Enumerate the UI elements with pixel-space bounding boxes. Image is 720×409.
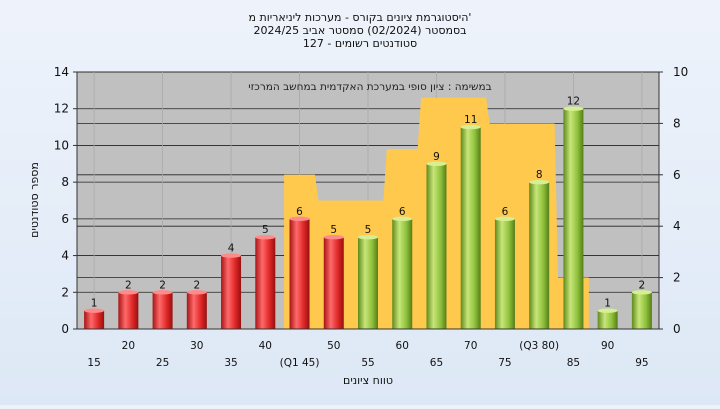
bar-value-label-9: 6 <box>399 206 406 218</box>
x-tick-label-9: 60 <box>396 340 409 352</box>
bar-9 <box>392 218 413 329</box>
x-tick-label-2: 25 <box>156 357 169 369</box>
bar-13 <box>529 182 550 329</box>
bar-value-label-1: 2 <box>125 279 132 291</box>
bar-11 <box>460 127 481 329</box>
bar-value-label-11: 11 <box>464 114 477 126</box>
bar-14 <box>563 108 584 329</box>
bar-value-label-5: 5 <box>262 224 269 236</box>
bar-7 <box>323 237 344 329</box>
bar-value-label-4: 4 <box>228 243 235 255</box>
right-y-tick-labels: 0 2 4 6 8 10 <box>659 65 688 336</box>
x-tick-label-1: 20 <box>122 340 135 352</box>
bar-top-9 <box>392 216 413 222</box>
right-tick-label-3: 6 <box>673 168 681 182</box>
x-tick-label-5: 40 <box>259 340 272 352</box>
y-axis-label: מספר סטודנטים <box>28 162 41 238</box>
x-tick-label-8: 55 <box>361 357 374 369</box>
bar-0 <box>84 310 105 329</box>
x-tick-label-12: 75 <box>498 357 511 369</box>
bar-top-7 <box>323 235 344 240</box>
bar-12 <box>494 218 515 329</box>
left-tick-label-0: 0 <box>61 322 69 336</box>
bar-15 <box>597 310 618 329</box>
bar-value-label-13: 8 <box>536 169 543 181</box>
bar-top-0 <box>84 308 105 313</box>
bar-10 <box>426 163 447 329</box>
left-tick-label-1: 2 <box>61 285 69 299</box>
x-tick-label-11: 70 <box>464 340 477 352</box>
left-tick-label-2: 4 <box>61 249 69 263</box>
chart-title-line-2: בסמסטר (02/2024) סמסטר אביב 2024/25 <box>253 24 466 37</box>
chart-annotation: במשימה : ציון סופי במערכת האקדמית במחשב … <box>248 81 491 93</box>
left-tick-label-4: 8 <box>61 175 69 189</box>
x-tick-label-13: (Q3 80) <box>519 340 559 352</box>
x-axis-label: טווח ציונים <box>343 374 393 387</box>
right-tick-label-4: 8 <box>673 116 681 130</box>
bar-top-3 <box>186 290 207 295</box>
bar-2 <box>152 292 173 329</box>
bar-value-label-15: 1 <box>604 298 611 310</box>
bar-value-label-10: 9 <box>433 151 440 163</box>
x-tick-labels: 15 20 25 30 35 40 (Q1 45) 50 55 60 65 70 75 (Q3 80) 85… <box>87 340 648 369</box>
x-tick-label-10: 65 <box>430 357 443 369</box>
bar-value-label-8: 5 <box>365 224 372 236</box>
x-tick-label-6: (Q1 45) <box>280 357 320 369</box>
bar-top-11 <box>460 124 481 130</box>
x-tick-label-0: 15 <box>87 357 100 369</box>
left-tick-label-3: 6 <box>61 212 69 226</box>
chart-title-line-1: היסטוגרמת ציונים בקורס - מערכות ליניאריו… <box>249 11 472 24</box>
bar-6 <box>289 218 310 329</box>
x-tick-label-16: 95 <box>635 357 648 369</box>
bar-value-label-12: 6 <box>502 206 509 218</box>
x-tick-label-4: 35 <box>224 357 237 369</box>
left-tick-label-7: 14 <box>54 65 69 79</box>
x-tick-label-14: 85 <box>567 357 580 369</box>
bar-series <box>84 106 652 329</box>
x-tick-label-15: 90 <box>601 340 614 352</box>
bar-top-2 <box>152 290 173 295</box>
bar-top-12 <box>494 216 515 222</box>
bar-16 <box>631 292 652 329</box>
bar-value-label-6: 6 <box>296 206 303 218</box>
left-tick-label-6: 12 <box>54 102 69 116</box>
right-tick-label-0: 0 <box>673 322 681 336</box>
bar-8 <box>358 237 378 329</box>
bar-top-16 <box>631 290 652 295</box>
bar-top-14 <box>563 106 584 111</box>
bar-3 <box>186 292 207 329</box>
bar-top-6 <box>289 216 310 222</box>
bar-top-8 <box>358 235 378 240</box>
bar-value-label-16: 2 <box>639 279 646 291</box>
x-tick-label-7: 50 <box>327 340 340 352</box>
bar-top-5 <box>255 235 276 240</box>
bar-value-label-3: 2 <box>193 279 200 291</box>
bar-top-15 <box>597 308 618 313</box>
bar-5 <box>255 237 276 329</box>
left-y-tick-labels: 0 2 4 6 8 10 12 14 <box>54 65 77 336</box>
right-tick-label-2: 4 <box>673 219 681 233</box>
x-tick-label-3: 30 <box>190 340 203 352</box>
bar-top-13 <box>529 179 550 185</box>
bar-4 <box>221 255 242 329</box>
bar-value-label-14: 12 <box>567 96 580 108</box>
bar-top-4 <box>221 253 242 258</box>
right-tick-label-5: 10 <box>673 65 688 79</box>
chart-title-line-3: 127 - סטודנטים רשומים <box>303 37 417 50</box>
bar-1 <box>118 292 139 329</box>
left-tick-label-5: 10 <box>54 138 69 152</box>
bar-top-1 <box>118 290 139 295</box>
bar-top-10 <box>426 161 447 166</box>
bar-value-label-0: 1 <box>91 298 98 310</box>
bar-value-label-2: 2 <box>159 279 166 291</box>
right-tick-label-1: 2 <box>673 271 681 285</box>
bar-value-label-7: 5 <box>330 224 337 236</box>
